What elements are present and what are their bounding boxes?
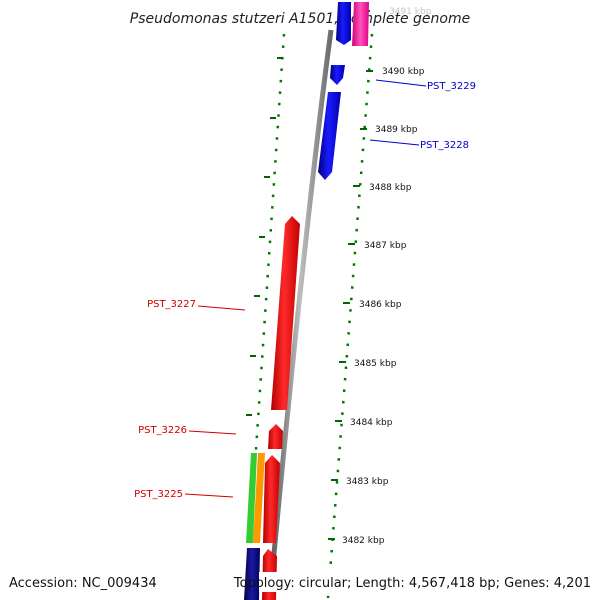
- topology-text: Topology: circular; Length: 4,567,418 bp…: [233, 576, 591, 591]
- inner-track-ticks: [246, 57, 283, 416]
- accession-footer-bg: [6, 572, 154, 592]
- tick-label: 3487 kbp: [364, 241, 407, 251]
- leader-line-pst-3228: [369, 139, 420, 146]
- tick-label: 3486 kbp: [359, 300, 402, 310]
- scale-ticks: [328, 10, 373, 540]
- map-title: Pseudomonas stutzeri A1501, complete gen…: [130, 11, 470, 27]
- tick-label: 3482 kbp: [342, 536, 385, 546]
- leader-line-pst-3227: [197, 305, 246, 311]
- scale-labels: 3491 kbp 3490 kbp 3489 kbp 3488 kbp 3487…: [342, 7, 432, 546]
- topology-footer-bg: [259, 572, 597, 592]
- tick-label: 3484 kbp: [350, 418, 393, 428]
- gene-feature-top-pink[interactable]: [352, 2, 369, 46]
- tick-label: 3485 kbp: [354, 359, 397, 369]
- gene-feature-top-blue[interactable]: [336, 2, 351, 45]
- gene-label-pst-3228[interactable]: PST_3228: [420, 140, 469, 151]
- gene-feature-green[interactable]: [246, 453, 257, 543]
- leader-line-pst-3226: [188, 430, 237, 435]
- genome-backbone: [267, 29, 334, 599]
- gene-pst-3227-shape[interactable]: [271, 216, 300, 410]
- gene-feature-orange[interactable]: [253, 453, 265, 543]
- tick-label: 3488 kbp: [369, 183, 412, 193]
- gene-pst-3229-shape[interactable]: [330, 65, 345, 85]
- tick-label: 3490 kbp: [382, 67, 425, 77]
- gene-pst-3228-shape[interactable]: [318, 92, 341, 180]
- gene-label-pst-3227[interactable]: PST_3227: [147, 299, 196, 310]
- gene-pst-3225-shape[interactable]: [263, 455, 280, 543]
- gene-pst-3226-shape[interactable]: [268, 424, 283, 449]
- gene-label-pst-3229[interactable]: PST_3229: [427, 81, 476, 92]
- inner-dotted-track: [244, 33, 286, 599]
- tick-label: 3483 kbp: [346, 477, 389, 487]
- tick-label: 3489 kbp: [375, 125, 418, 135]
- leader-line-pst-3225: [184, 493, 234, 498]
- leader-line-pst-3229: [375, 79, 427, 87]
- tick-label: 3491 kbp: [389, 7, 432, 17]
- accession-text: Accession: NC_009434: [9, 576, 157, 591]
- gene-feature-navy[interactable]: [244, 548, 260, 600]
- gene-label-pst-3226[interactable]: PST_3226: [138, 425, 187, 436]
- gene-label-pst-3225[interactable]: PST_3225: [134, 489, 183, 500]
